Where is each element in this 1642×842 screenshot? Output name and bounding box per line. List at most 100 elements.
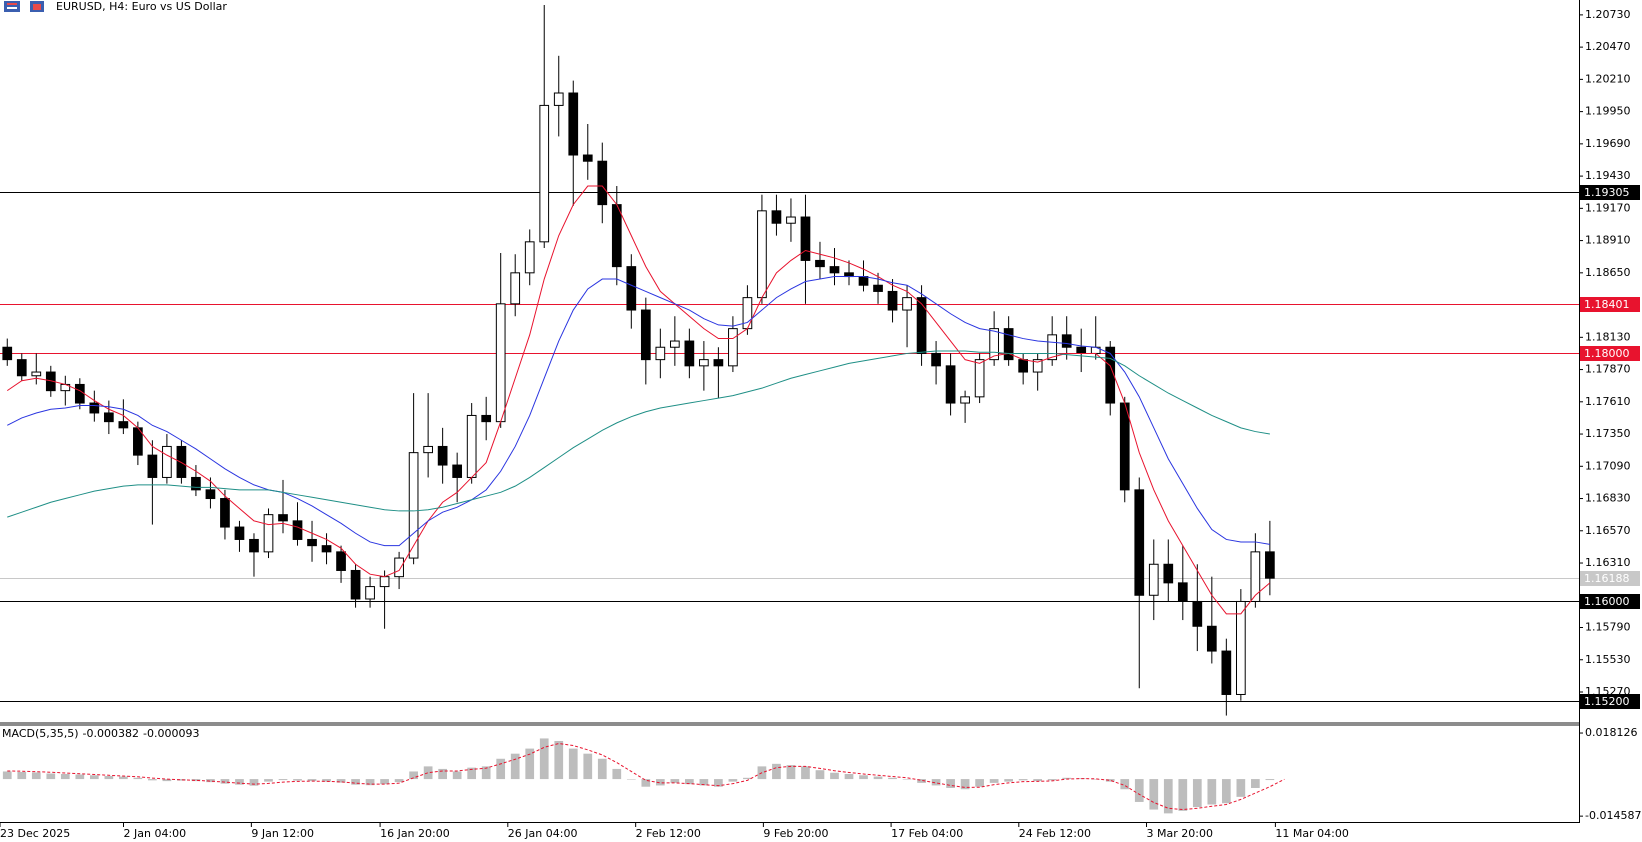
histogram-bar bbox=[1221, 779, 1231, 804]
x-tick-label: 11 Mar 04:00 bbox=[1275, 827, 1348, 840]
histogram-bar bbox=[191, 779, 201, 782]
candle-body bbox=[408, 452, 419, 559]
histogram-bar bbox=[917, 779, 926, 783]
y-tick-label: 1.20730 bbox=[1585, 8, 1631, 21]
candle-body bbox=[1134, 489, 1145, 596]
x-tick-label: 3 Mar 20:00 bbox=[1147, 827, 1213, 840]
candle-body bbox=[582, 154, 593, 162]
level-label: 1.15200 bbox=[1584, 695, 1630, 708]
histogram-bar bbox=[525, 748, 535, 780]
candle-body bbox=[568, 92, 579, 156]
candle-body bbox=[510, 272, 521, 305]
y-tick-label: 1.19170 bbox=[1585, 201, 1631, 214]
histogram-bar bbox=[496, 758, 506, 780]
x-tick-label: 16 Jan 20:00 bbox=[380, 827, 450, 840]
y-tick-label: 1.16830 bbox=[1585, 492, 1631, 505]
y-tick-label: 1.17870 bbox=[1585, 363, 1631, 376]
candle-body bbox=[655, 346, 666, 361]
icon bbox=[33, 4, 41, 10]
histogram-bar bbox=[133, 777, 143, 780]
candle-body bbox=[176, 445, 187, 478]
level-label-box bbox=[1580, 297, 1640, 312]
histogram-bar bbox=[815, 770, 825, 780]
histogram-bar bbox=[1105, 779, 1115, 782]
histogram-bar bbox=[481, 766, 491, 780]
candle-body bbox=[742, 297, 753, 330]
level-label: 1.16188 bbox=[1584, 572, 1630, 585]
x-tick-label: 2 Jan 04:00 bbox=[124, 827, 187, 840]
histogram-bar bbox=[975, 779, 984, 787]
candle-body bbox=[466, 414, 477, 478]
histogram-bar bbox=[351, 779, 360, 785]
candle-body bbox=[771, 210, 782, 224]
y-tick-label: 1.17350 bbox=[1585, 427, 1631, 440]
candle-body bbox=[394, 557, 404, 578]
x-tick-label: 23 Dec 2025 bbox=[0, 827, 70, 840]
histogram-bar bbox=[148, 779, 157, 781]
candle-body bbox=[89, 402, 100, 414]
candle-body bbox=[626, 266, 637, 311]
indicator-value: -0.000093 bbox=[143, 727, 199, 740]
candle-body bbox=[495, 303, 506, 423]
histogram-bar bbox=[104, 776, 114, 780]
candle-body bbox=[350, 569, 361, 600]
candle-body bbox=[1163, 563, 1174, 584]
histogram-bar bbox=[728, 779, 738, 782]
candle-body bbox=[684, 340, 695, 367]
candle-body bbox=[960, 396, 970, 404]
candle-body bbox=[916, 297, 927, 354]
histogram-bar bbox=[1251, 779, 1260, 788]
indicator-line bbox=[6, 185, 1271, 615]
histogram-bar bbox=[699, 779, 709, 786]
level-label-box bbox=[1580, 571, 1640, 586]
histogram-bar bbox=[743, 777, 752, 780]
candle-body bbox=[423, 445, 433, 454]
histogram-bar bbox=[989, 779, 999, 783]
level-label: 1.18000 bbox=[1584, 347, 1630, 360]
y-tick-label: 1.20210 bbox=[1585, 72, 1631, 85]
histogram-bar bbox=[365, 779, 375, 786]
level-label-box bbox=[1580, 346, 1640, 361]
histogram-bar bbox=[931, 779, 941, 786]
y-tick-label: 1.15530 bbox=[1585, 653, 1631, 666]
candle-body bbox=[205, 489, 216, 500]
candle-body bbox=[873, 284, 883, 292]
icon bbox=[4, 1, 20, 12]
candle-body bbox=[74, 383, 85, 404]
candle-body bbox=[162, 445, 172, 478]
y-tick-label: -0.014587 bbox=[1585, 809, 1641, 822]
histogram-bar bbox=[641, 779, 651, 787]
candle-body bbox=[844, 272, 854, 278]
candle-body bbox=[1061, 334, 1072, 348]
histogram-bar bbox=[859, 775, 868, 780]
histogram-bar bbox=[873, 776, 883, 780]
histogram-bar bbox=[902, 779, 912, 780]
candle-body bbox=[1119, 402, 1130, 491]
histogram-bar bbox=[60, 774, 70, 780]
histogram-bar bbox=[1207, 779, 1217, 805]
histogram-bar bbox=[946, 779, 955, 788]
indicator-label: MACD(5,35,5) -0.000382 -0.000093 bbox=[2, 727, 199, 740]
histogram-bar bbox=[1047, 779, 1057, 781]
candle-body bbox=[220, 498, 230, 528]
histogram-bar bbox=[568, 748, 578, 780]
candle-body bbox=[1047, 334, 1058, 361]
candle-body bbox=[728, 328, 738, 367]
histogram-bar bbox=[380, 779, 389, 785]
histogram-bar bbox=[786, 765, 796, 780]
candle-body bbox=[902, 297, 912, 311]
histogram-bar bbox=[119, 776, 128, 780]
histogram-bar bbox=[423, 766, 433, 780]
indicator-line bbox=[7, 350, 1270, 518]
candle-body bbox=[1032, 359, 1043, 373]
histogram-bar bbox=[220, 779, 230, 784]
candle-body bbox=[2, 346, 13, 361]
candle-body bbox=[640, 309, 651, 361]
histogram-bar bbox=[1033, 779, 1043, 782]
x-tick-label: 17 Feb 04:00 bbox=[891, 827, 963, 840]
candle-body bbox=[1221, 650, 1232, 695]
candle-body bbox=[611, 204, 622, 268]
